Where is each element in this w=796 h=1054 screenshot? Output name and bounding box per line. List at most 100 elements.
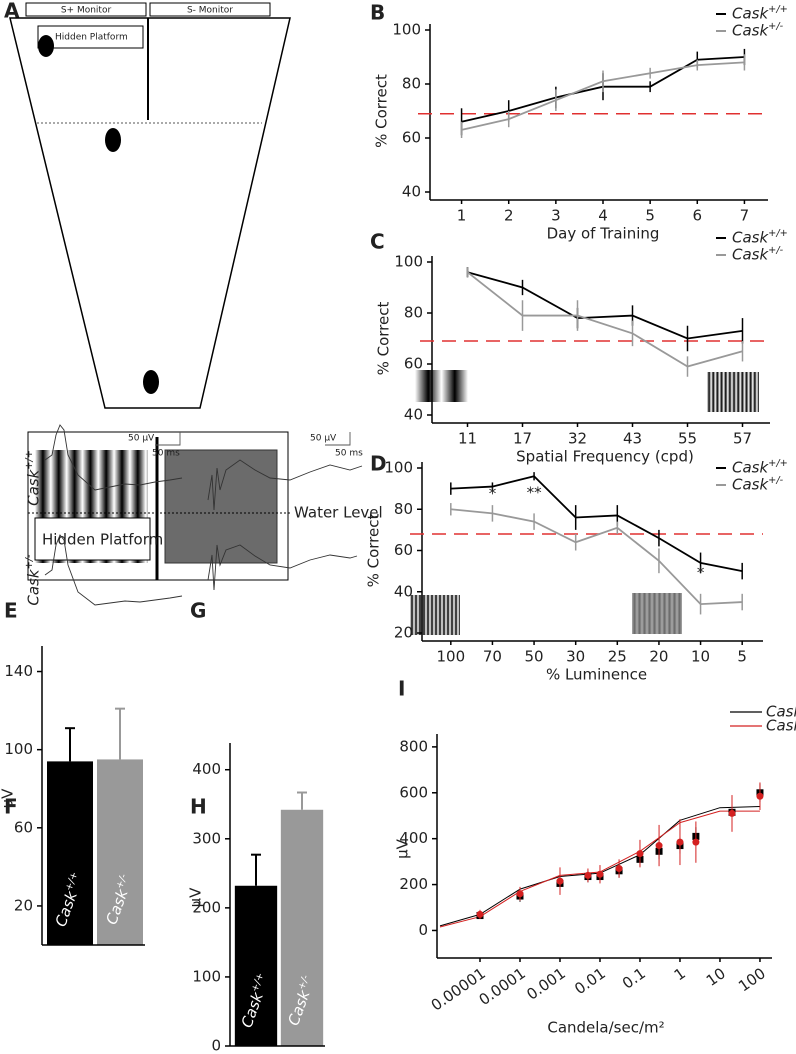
series-line (466, 271, 743, 368)
erg-traces (44, 424, 363, 606)
scale-bar (325, 432, 351, 446)
x-tick-label: 20 (649, 648, 668, 666)
x-axis-label: Spatial Frequency (cpd) (516, 448, 694, 466)
x-tick-label: 0.00001 (428, 964, 489, 1014)
x-tick-label: 57 (733, 430, 752, 448)
y-tick-label: 80 (394, 500, 413, 518)
y-tick-label: 100 (384, 459, 413, 477)
x-tick-label: 0.01 (571, 964, 609, 998)
y-tick-label: 0 (211, 1037, 221, 1054)
y-axis-label: % Correct (375, 302, 393, 376)
y-tick-label: 100 (4, 740, 33, 758)
x-tick-label: 10 (691, 648, 710, 666)
y-tick-label: 60 (404, 355, 423, 373)
x-axis-label: Candela/sec/m² (547, 1019, 664, 1037)
monitor (149, 2, 271, 17)
x-tick-label: 0.1 (619, 964, 649, 992)
point (596, 870, 604, 878)
grating-inset (410, 595, 460, 635)
mouse (143, 370, 159, 394)
x-tick-label: 2 (504, 207, 514, 225)
x-axis-label: Day of Training (547, 225, 660, 243)
x-tick-label: 0.001 (523, 964, 569, 1003)
point (476, 910, 484, 918)
y-axis-label: µV (0, 788, 17, 809)
panel-letter: E (4, 599, 18, 623)
trace (44, 534, 183, 606)
grating-inset (632, 593, 682, 634)
y-axis-label: % Correct (373, 74, 391, 148)
legend-label: Cask+/+ (766, 702, 796, 721)
legend-label: Cask+/- (766, 716, 796, 735)
point (584, 871, 592, 879)
y-tick-label: 400 (399, 829, 428, 847)
y-tick-label: 140 (4, 662, 33, 680)
y-tick-label: 60 (402, 129, 421, 147)
point (615, 865, 623, 873)
y-tick-label: 20 (394, 624, 413, 642)
point (516, 890, 524, 898)
y-axis-label: µV (394, 838, 412, 859)
trace (207, 459, 363, 511)
water-level-label: Water Level (294, 504, 383, 522)
x-tick-label: 1 (671, 964, 689, 984)
x-tick-label: 100 (436, 648, 465, 666)
panel-letter: C (370, 230, 385, 254)
x-tick-label: 6 (693, 207, 703, 225)
legend-label: Cask+/- (732, 21, 784, 40)
y-axis-label: % Correct (365, 514, 383, 588)
y-tick-label: 20 (14, 896, 33, 914)
y-tick-label: 40 (402, 183, 421, 201)
x-tick-label: 30 (566, 648, 585, 666)
y-tick-label: 800 (399, 737, 428, 755)
y-tick-label: 60 (14, 818, 33, 836)
panel-letter: D (370, 452, 387, 476)
monitor-label: S- Monitor (187, 6, 233, 16)
x-tick-label: 4 (598, 207, 608, 225)
platform (34, 517, 151, 561)
point (636, 850, 644, 858)
y-tick-label: 200 (399, 875, 428, 893)
series-line (450, 508, 743, 606)
platform-label: Hidden Platform (42, 531, 163, 549)
y-tick-label: 300 (192, 829, 221, 847)
significance: * (697, 564, 705, 582)
panel-letter: F (4, 795, 18, 819)
y-tick-label: 60 (394, 541, 413, 559)
y-tick-label: 200 (192, 898, 221, 916)
grating-inset (707, 372, 759, 412)
y-tick-label: 40 (394, 582, 413, 600)
x-axis-label: % Luminence (546, 666, 647, 684)
scale-bar (155, 432, 181, 446)
point (556, 877, 564, 885)
x-tick-label: 100 (735, 964, 769, 995)
platform-label: Hidden Platform (55, 33, 128, 43)
series-line (450, 475, 743, 573)
significance: * (489, 484, 497, 502)
x-tick-label: 17 (513, 430, 532, 448)
point (655, 842, 663, 850)
x-tick-label: 25 (608, 648, 627, 666)
point (692, 838, 700, 846)
mouse (38, 35, 54, 57)
x-tick-label: 11 (458, 430, 477, 448)
scale-label: 50 ms (335, 449, 363, 459)
grating-inset (415, 370, 468, 402)
legend-label: Cask+/- (732, 245, 784, 264)
panel-letter: A (4, 0, 20, 23)
x-tick-label: 10 (703, 964, 729, 990)
maze-diagram: A S+ Monitor S- Monitor Hidden Platform … (4, 0, 383, 581)
bar (47, 761, 93, 945)
point (728, 809, 736, 817)
x-tick-label: 50 (525, 648, 544, 666)
y-tick-label: 600 (399, 783, 428, 801)
bar (234, 885, 278, 1046)
trace (207, 544, 358, 591)
x-tick-label: 7 (740, 207, 750, 225)
legend-label: Cask+/- (732, 475, 784, 494)
point (756, 792, 764, 800)
y-tick-label: 40 (404, 406, 423, 424)
x-tick-label: 3 (551, 207, 561, 225)
x-tick-label: 55 (678, 430, 697, 448)
series-line (467, 271, 743, 340)
